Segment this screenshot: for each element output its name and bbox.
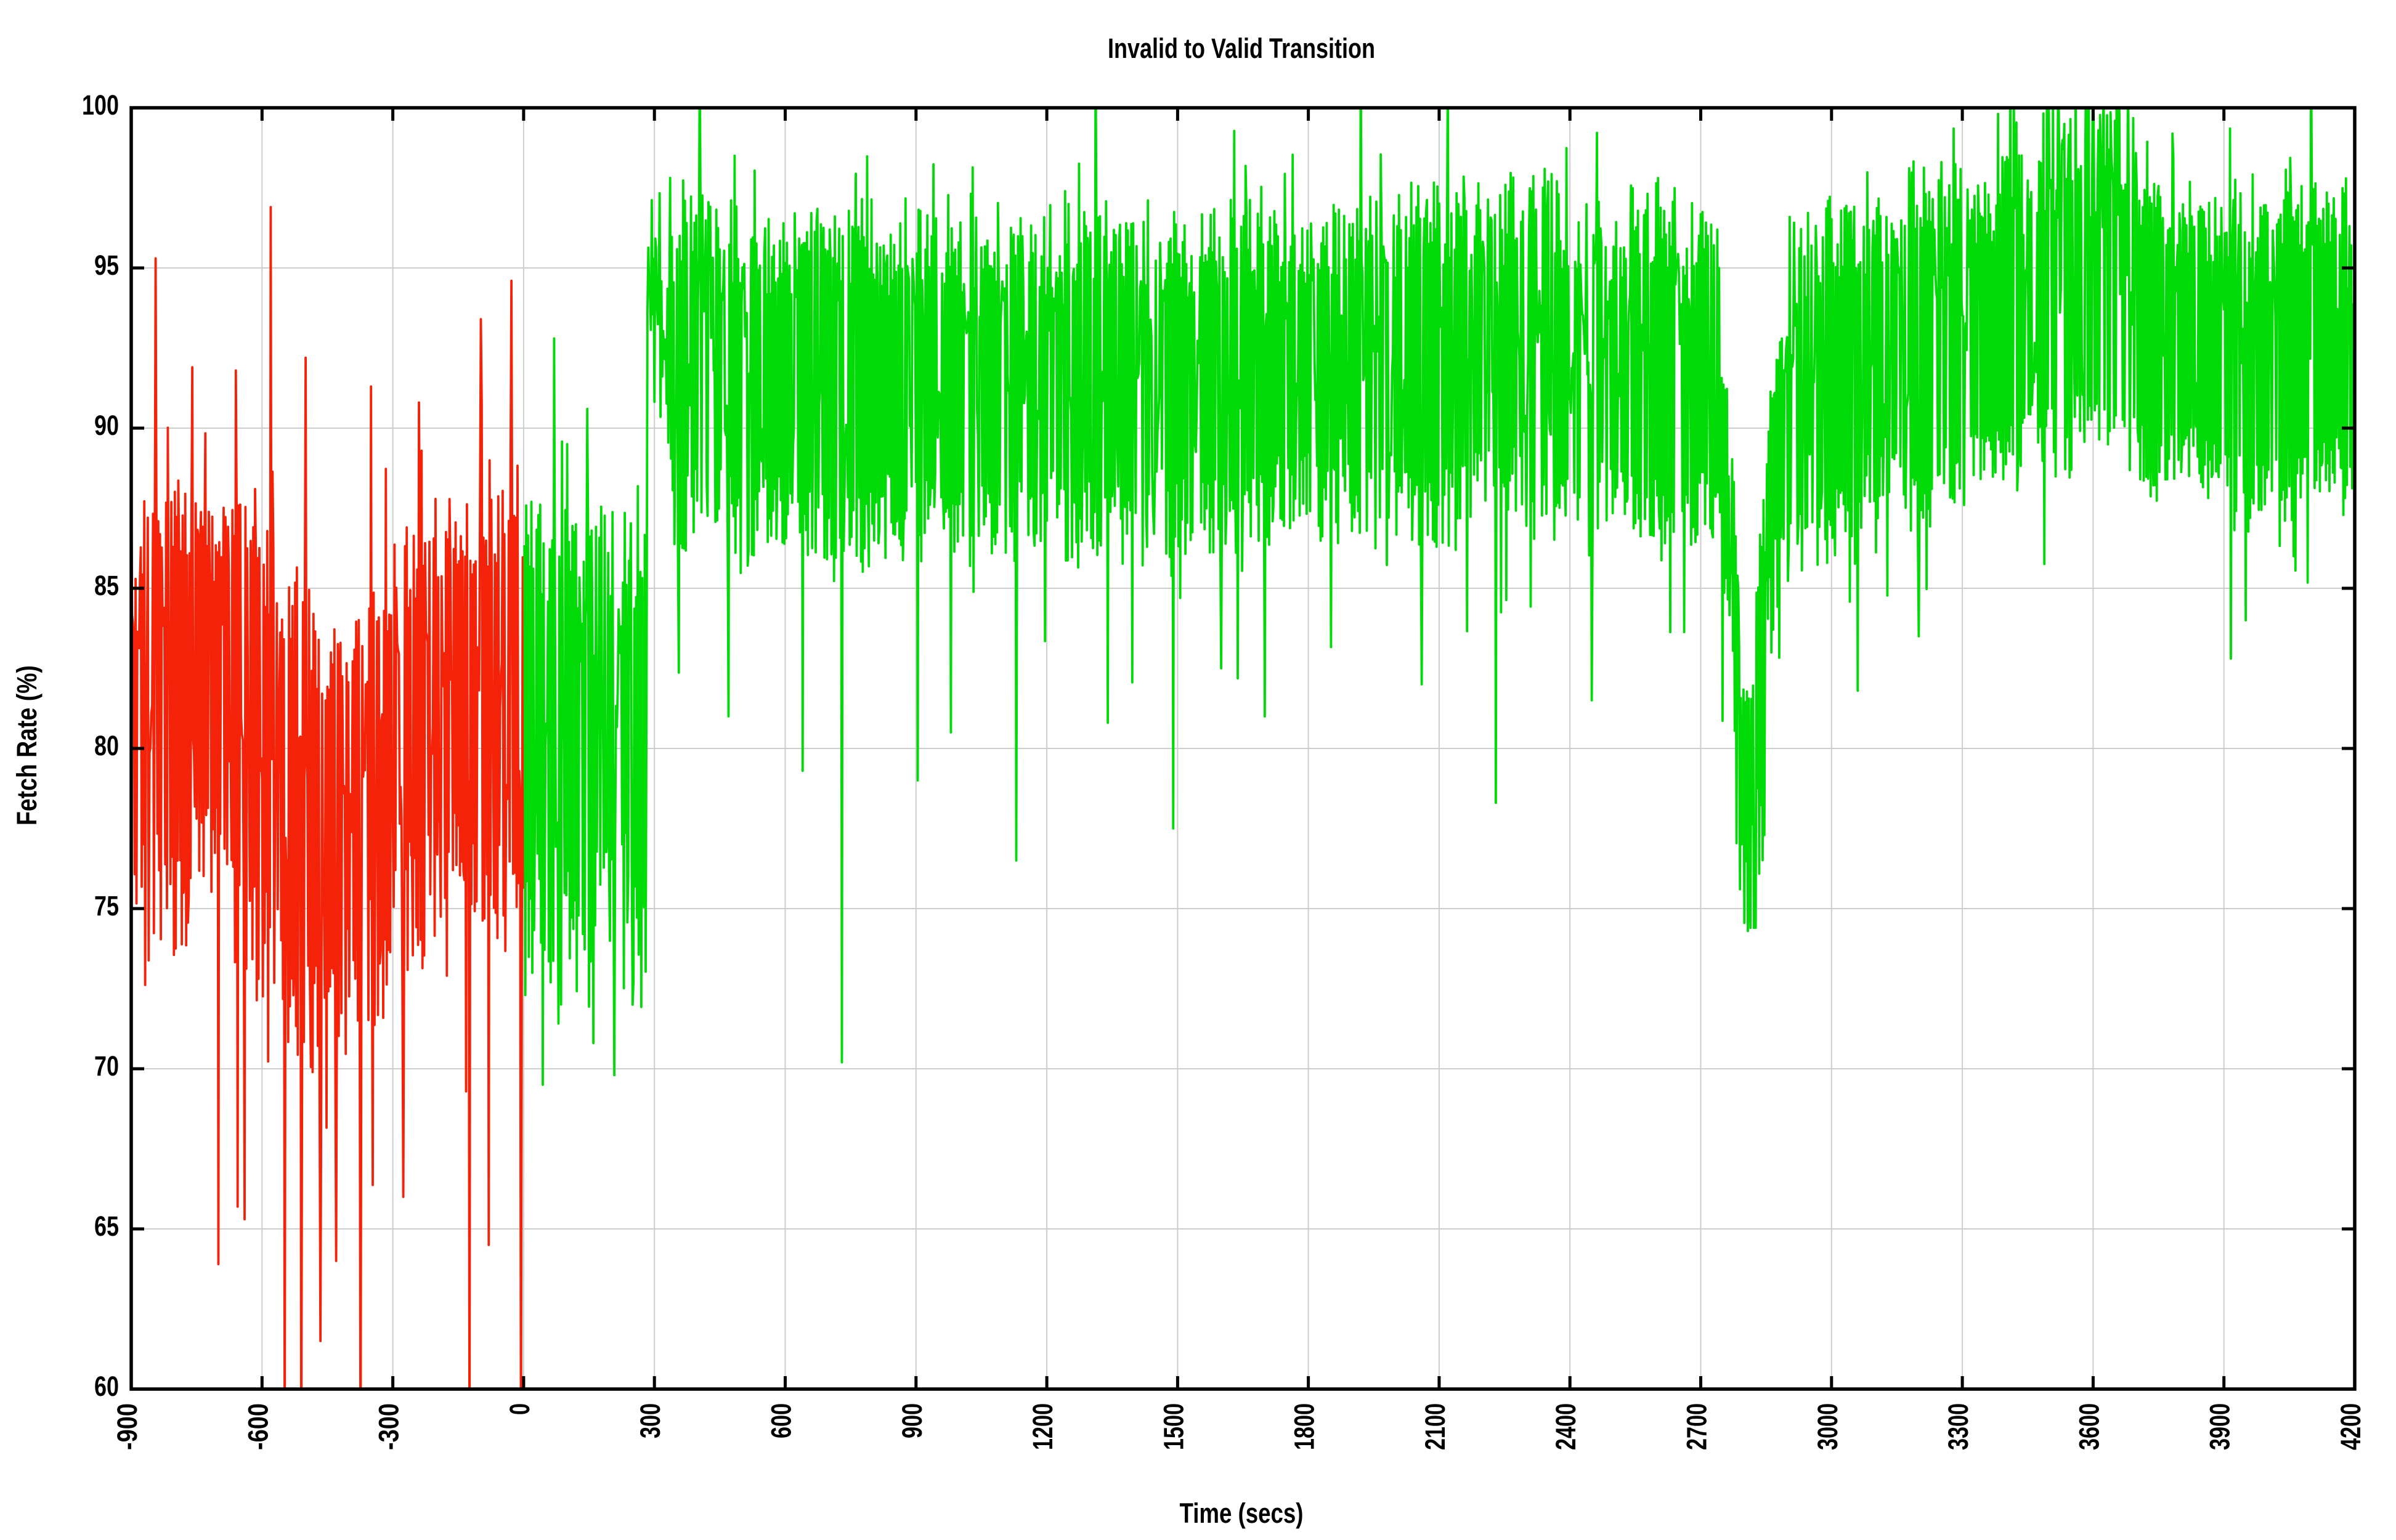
svg-text:-600: -600 [242,1403,274,1450]
svg-text:300: 300 [635,1403,666,1438]
svg-text:Fetch Rate (%): Fetch Rate (%) [11,665,43,825]
svg-text:4200: 4200 [2335,1403,2366,1450]
svg-text:3600: 3600 [2073,1403,2105,1450]
svg-text:90: 90 [94,410,119,441]
svg-text:100: 100 [82,89,119,121]
svg-text:1500: 1500 [1158,1403,1189,1450]
svg-text:95: 95 [94,249,119,281]
svg-text:Invalid to Valid Transition: Invalid to Valid Transition [1108,33,1375,64]
svg-text:600: 600 [766,1403,797,1438]
svg-text:75: 75 [94,890,119,922]
svg-text:1200: 1200 [1027,1403,1058,1450]
svg-text:3000: 3000 [1812,1403,1843,1450]
svg-text:Time (secs): Time (secs) [1180,1497,1304,1529]
svg-text:85: 85 [94,570,119,601]
svg-text:3900: 3900 [2204,1403,2236,1450]
svg-text:2700: 2700 [1681,1403,1713,1450]
svg-text:80: 80 [94,730,119,761]
svg-text:1800: 1800 [1289,1403,1320,1450]
svg-text:0: 0 [504,1403,535,1415]
svg-text:70: 70 [94,1050,119,1082]
svg-text:2400: 2400 [1550,1403,1582,1450]
svg-text:2100: 2100 [1419,1403,1451,1450]
svg-text:-300: -300 [373,1403,405,1450]
svg-text:65: 65 [94,1210,119,1242]
svg-text:60: 60 [94,1371,119,1402]
svg-text:3300: 3300 [1943,1403,1974,1450]
svg-text:-900: -900 [112,1403,143,1450]
svg-text:900: 900 [896,1403,928,1438]
